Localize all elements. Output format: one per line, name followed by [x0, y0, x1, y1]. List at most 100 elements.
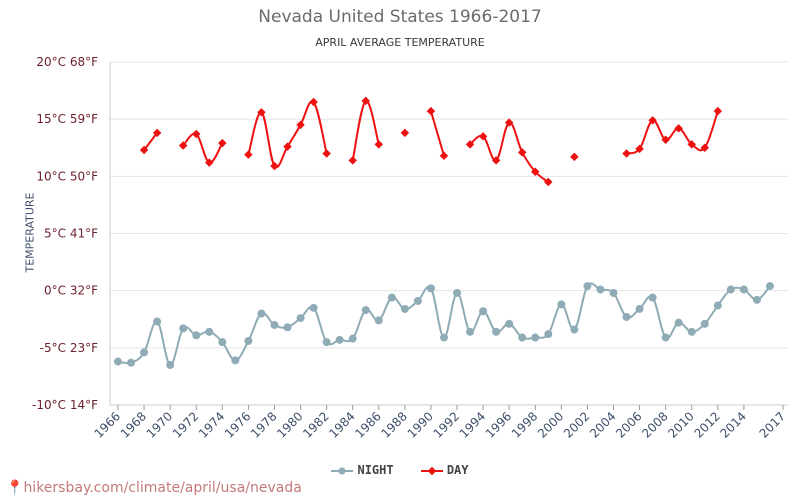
series-layer	[114, 96, 774, 369]
data-point	[296, 314, 305, 323]
x-tick-label: 1996	[483, 409, 514, 440]
data-point	[544, 330, 553, 339]
x-tick-label: 2004	[587, 409, 618, 440]
x-tick-label: 2000	[535, 409, 566, 440]
x-axis: 1966196819701972197419761978198019821984…	[92, 405, 788, 441]
data-point	[739, 285, 748, 294]
data-point	[726, 285, 735, 294]
data-point	[674, 318, 683, 327]
data-point	[322, 338, 331, 347]
x-tick-label: 2008	[639, 409, 670, 440]
data-point	[231, 356, 240, 365]
data-point	[139, 145, 149, 155]
data-point	[557, 300, 566, 309]
data-point	[752, 295, 761, 304]
legend: NIGHT DAY	[0, 463, 800, 477]
data-point	[166, 360, 175, 369]
data-point	[466, 327, 475, 336]
legend-day-icon	[420, 466, 443, 475]
legend-day-label: DAY	[446, 463, 469, 477]
data-point	[270, 161, 279, 171]
series-day	[139, 96, 723, 187]
legend-item-night[interactable]: NIGHT	[331, 463, 394, 477]
data-point	[205, 158, 214, 167]
data-point	[609, 288, 618, 297]
data-point	[191, 129, 201, 139]
data-point	[687, 327, 696, 336]
y-tick-label: 0°C 32°F	[44, 284, 98, 298]
data-point	[596, 285, 605, 294]
data-point	[531, 333, 540, 342]
chart-title: Nevada United States 1966-2017	[258, 7, 542, 27]
data-point	[192, 331, 201, 340]
data-point	[439, 151, 449, 160]
data-point	[713, 106, 723, 116]
x-tick-label: 1992	[431, 409, 462, 440]
x-tick-label: 1966	[92, 409, 123, 440]
legend-night-label: NIGHT	[357, 463, 394, 477]
data-point	[257, 108, 266, 117]
data-point	[491, 156, 501, 165]
x-tick-label: 1972	[170, 409, 201, 440]
data-point	[335, 335, 344, 344]
x-tick-label: 1986	[352, 409, 383, 440]
data-point	[570, 325, 579, 334]
data-point	[140, 348, 149, 357]
x-tick-label: 1974	[196, 409, 227, 440]
data-point	[361, 96, 370, 106]
data-point	[348, 156, 357, 165]
data-point	[700, 319, 709, 328]
series-line	[117, 282, 771, 366]
data-point	[218, 138, 227, 148]
data-point	[648, 293, 657, 302]
data-point	[622, 149, 631, 158]
source-link[interactable]: 📍hikersbay.com/climate/april/usa/nevada	[6, 480, 302, 496]
data-point	[283, 323, 292, 332]
legend-item-day[interactable]: DAY	[420, 463, 469, 477]
data-point	[622, 312, 631, 321]
data-point	[453, 288, 462, 297]
data-point	[244, 150, 253, 159]
data-point	[661, 333, 670, 342]
data-point	[400, 304, 409, 313]
data-point	[218, 338, 227, 347]
data-point	[205, 327, 214, 336]
y-axis: 20°C 68°F 15°C 59°F 10°C 50°F 5°C 41°F 0°C 3…	[32, 55, 98, 412]
x-tick-label: 1970	[144, 409, 175, 440]
data-point	[296, 120, 305, 130]
x-tick-label: 1982	[300, 409, 331, 440]
data-point	[765, 282, 774, 291]
data-point	[309, 303, 318, 312]
y-tick-label: 15°C 59°F	[36, 112, 98, 126]
data-point	[439, 333, 448, 342]
y-tick-label: 5°C 41°F	[44, 227, 98, 241]
x-tick-label: 1980	[274, 409, 305, 440]
data-point	[518, 333, 527, 342]
data-point	[309, 97, 318, 107]
y-tick-label: 20°C 68°F	[36, 55, 98, 69]
data-point	[479, 307, 488, 316]
x-tick-label: 1978	[248, 409, 279, 440]
data-point	[635, 304, 644, 313]
data-point	[257, 309, 266, 318]
x-tick-label: 1976	[222, 409, 253, 440]
y-tick-label: -5°C 23°F	[40, 341, 98, 355]
data-point	[413, 296, 422, 305]
y-tick-label: -10°C 14°F	[32, 398, 98, 412]
grid	[109, 61, 788, 406]
x-tick-label: 2006	[613, 409, 644, 440]
data-point	[152, 128, 162, 138]
data-point	[465, 140, 475, 149]
data-point	[505, 319, 514, 328]
data-point	[400, 128, 410, 138]
x-tick-label: 2010	[665, 409, 696, 440]
x-tick-label: 2014	[718, 409, 749, 440]
data-point	[478, 132, 488, 141]
data-point	[178, 141, 188, 150]
data-point	[570, 152, 579, 162]
y-tick-label: 10°C 50°F	[36, 169, 98, 183]
x-tick-label: 1968	[118, 409, 149, 440]
data-point	[387, 293, 396, 302]
data-point	[426, 106, 436, 116]
x-tick-label: 1984	[326, 409, 357, 440]
